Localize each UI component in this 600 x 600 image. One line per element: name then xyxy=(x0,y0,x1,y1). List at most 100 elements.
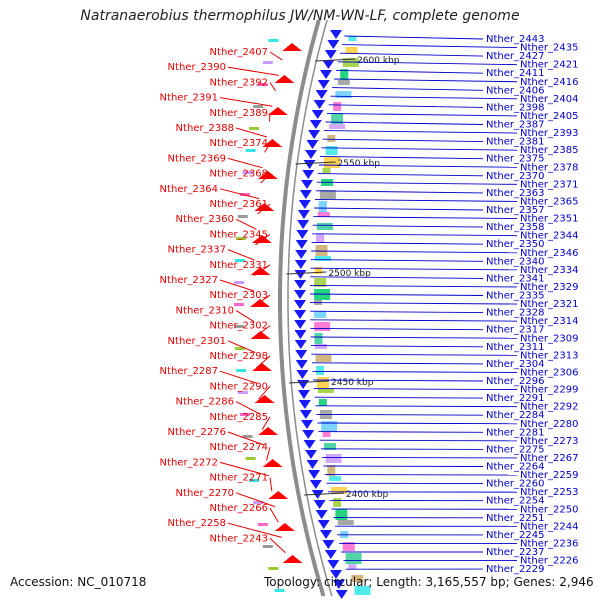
feature-block xyxy=(324,443,336,450)
feature-block xyxy=(335,509,348,520)
reverse-gene-arrow xyxy=(324,50,337,59)
reverse-gene-label: Nther_2296 xyxy=(486,376,544,387)
reverse-leader-line xyxy=(310,259,484,262)
feature-block xyxy=(348,36,357,41)
reverse-gene-arrow xyxy=(324,550,337,559)
reverse-gene-label: Nther_2229 xyxy=(486,564,544,575)
forward-leader-line xyxy=(227,157,263,169)
forward-leader-line xyxy=(269,51,283,61)
reverse-gene-arrow xyxy=(327,560,340,569)
forward-gene-label: Nther_2287 xyxy=(160,366,218,377)
reverse-gene-arrow xyxy=(308,130,321,139)
reverse-leader-line xyxy=(313,379,484,382)
reverse-gene-arrow xyxy=(311,110,324,119)
reverse-leader-line xyxy=(316,181,518,185)
feature-block xyxy=(253,501,264,504)
feature-block xyxy=(342,542,355,551)
tick-label: 2600 kbp xyxy=(357,56,400,66)
reverse-gene-label: Nther_2344 xyxy=(520,231,578,242)
reverse-gene-label: Nther_2260 xyxy=(486,479,544,490)
feature-block xyxy=(317,212,330,217)
reverse-gene-label: Nther_2351 xyxy=(520,214,578,225)
reverse-gene-label: Nther_2350 xyxy=(486,239,544,250)
reverse-gene-label: Nther_2280 xyxy=(520,419,578,430)
feature-block xyxy=(242,435,253,438)
reverse-leader-line xyxy=(321,147,518,151)
feature-block xyxy=(318,201,327,212)
feature-block xyxy=(317,388,334,393)
forward-gene-label: Nther_2364 xyxy=(160,184,218,195)
reverse-gene-label: Nther_2398 xyxy=(486,102,544,113)
forward-gene-label: Nther_2276 xyxy=(168,427,226,438)
feature-block xyxy=(257,83,268,86)
feature-block xyxy=(327,135,336,142)
forward-gene-label: Nther_2243 xyxy=(210,533,268,544)
reverse-gene-arrow xyxy=(295,350,308,359)
feature-block xyxy=(331,113,344,124)
feature-block xyxy=(262,61,273,64)
reverse-leader-line xyxy=(315,405,518,408)
forward-leader-line xyxy=(254,264,271,277)
reverse-gene-arrow xyxy=(303,160,316,169)
reverse-gene-arrow xyxy=(309,120,322,129)
reverse-leader-line xyxy=(325,121,484,125)
feature-block xyxy=(316,223,333,230)
forward-leader-line xyxy=(219,188,260,200)
feature-block xyxy=(340,69,349,80)
reverse-gene-label: Nther_2253 xyxy=(520,487,578,498)
forward-gene-label: Nther_2407 xyxy=(210,47,268,58)
feature-block xyxy=(234,325,245,328)
feature-block xyxy=(314,311,327,318)
reverse-gene-label: Nther_2284 xyxy=(486,410,544,421)
forward-gene-label: Nther_2290 xyxy=(210,381,268,392)
feature-block xyxy=(234,259,245,262)
reverse-gene-arrow xyxy=(335,590,348,599)
reverse-leader-line xyxy=(311,353,518,356)
feature-block xyxy=(333,498,342,507)
reverse-leader-line xyxy=(311,250,518,254)
forward-leader-line xyxy=(235,401,261,415)
feature-block xyxy=(325,454,342,463)
forward-gene-label: Nther_2266 xyxy=(210,503,268,514)
reverse-gene-label: Nther_2416 xyxy=(520,77,578,88)
forward-gene-arrow xyxy=(254,395,275,403)
reverse-gene-label: Nther_2314 xyxy=(520,316,578,327)
feature-block xyxy=(249,479,260,482)
reverse-leader-line xyxy=(314,207,484,211)
reverse-leader-line xyxy=(322,456,518,459)
reverse-gene-label: Nther_2306 xyxy=(520,367,578,378)
feature-block xyxy=(325,146,338,155)
reverse-gene-label: Nther_2292 xyxy=(520,402,578,413)
reverse-gene-arrow xyxy=(294,320,307,329)
reverse-leader-line xyxy=(318,164,518,168)
feature-block xyxy=(245,457,256,460)
reverse-gene-label: Nther_2321 xyxy=(520,299,578,310)
reverse-gene-label: Nther_2244 xyxy=(520,521,578,532)
forward-leader-line xyxy=(219,97,273,107)
reverse-leader-line xyxy=(312,233,518,237)
reverse-gene-arrow xyxy=(304,150,317,159)
reverse-gene-label: Nther_2328 xyxy=(486,308,544,319)
reverse-gene-label: Nther_2404 xyxy=(520,94,578,105)
feature-block xyxy=(314,278,327,287)
reverse-gene-label: Nther_2311 xyxy=(486,342,544,353)
reverse-gene-arrow xyxy=(313,500,326,509)
reverse-gene-arrow xyxy=(297,210,310,219)
feature-block xyxy=(327,465,336,476)
forward-gene-arrow xyxy=(252,363,273,371)
forward-gene-label: Nther_2368 xyxy=(210,169,268,180)
feature-block xyxy=(354,586,371,595)
reverse-gene-label: Nther_2237 xyxy=(486,547,544,558)
reverse-leader-line xyxy=(314,396,484,399)
feature-block xyxy=(333,102,342,111)
forward-gene-label: Nther_2390 xyxy=(168,62,226,73)
forward-leader-line xyxy=(227,66,279,76)
forward-gene-label: Nther_2389 xyxy=(210,108,268,119)
reverse-gene-arrow xyxy=(313,100,326,109)
forward-gene-arrow xyxy=(267,107,288,115)
forward-leader-line xyxy=(261,416,271,430)
reverse-leader-line xyxy=(337,61,518,66)
reverse-gene-label: Nther_2251 xyxy=(486,513,544,524)
forward-gene-label: Nther_2274 xyxy=(210,442,268,453)
